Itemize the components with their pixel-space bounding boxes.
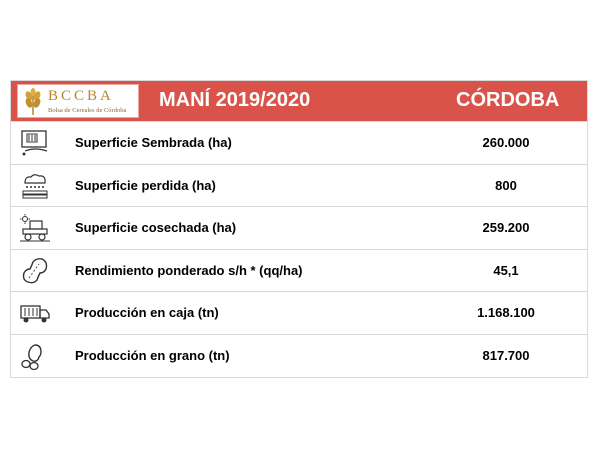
harvester-icon xyxy=(20,214,50,242)
peanut-pod-icon xyxy=(22,257,48,284)
row-value: 259.200 xyxy=(482,220,530,236)
stats-card: BCCBA Bolsa de Cereales de Córdoba MANÍ … xyxy=(10,80,588,378)
table-row: Producción en caja (tn) 1.168.100 xyxy=(11,291,587,334)
wheat-icon xyxy=(25,88,41,115)
row-label: Producción en caja (tn) xyxy=(75,305,219,321)
row-label: Rendimiento ponderado s/h * (qq/ha) xyxy=(75,262,303,278)
table-row: Superficie perdida (ha) 800 xyxy=(11,163,587,207)
region-name: CÓRDOBA xyxy=(456,89,560,111)
row-label: Superficie Sembrada (ha) xyxy=(75,135,232,150)
row-value: 260.000 xyxy=(482,135,530,150)
bccba-logo: BCCBA Bolsa de Cereales de Córdoba xyxy=(17,84,139,118)
logo-text: BCCBA xyxy=(48,88,114,104)
row-label: Superficie cosechada (ha) xyxy=(75,220,237,236)
row-label: Superficie perdida (ha) xyxy=(75,177,216,193)
table-header: BCCBA Bolsa de Cereales de Córdoba MANÍ … xyxy=(11,81,587,121)
row-value: 45,1 xyxy=(493,262,519,278)
report-title: MANÍ 2019/2020 xyxy=(159,89,311,111)
table-row: Rendimiento ponderado s/h * (qq/ha) 45,1 xyxy=(11,248,587,292)
table-row: Superficie Sembrada (ha) 260.000 xyxy=(11,121,587,164)
planted-area-icon xyxy=(21,130,48,156)
peanut-kernels-icon xyxy=(21,344,42,371)
row-label: Producción en grano (tn) xyxy=(75,347,230,363)
table-row: Superficie cosechada (ha) 259.200 xyxy=(11,206,587,249)
row-value: 800 xyxy=(495,177,517,193)
table-row: Producción en grano (tn) 817.700 xyxy=(11,333,587,377)
truck-icon xyxy=(20,305,50,323)
row-value: 1.168.100 xyxy=(477,305,535,321)
logo-subtitle: Bolsa de Cereales de Córdoba xyxy=(48,107,127,114)
row-value: 817.700 xyxy=(482,347,530,363)
lost-area-icon xyxy=(22,173,48,199)
